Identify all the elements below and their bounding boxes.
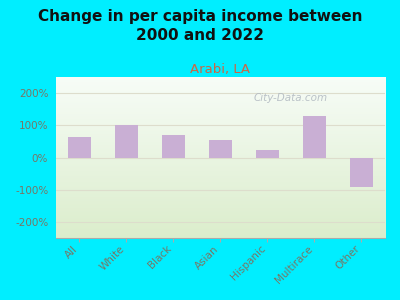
Bar <box>303 116 326 158</box>
Bar <box>162 135 185 158</box>
Title: Arabi, LA: Arabi, LA <box>190 63 250 76</box>
Bar <box>350 158 373 187</box>
Bar <box>68 137 91 158</box>
Bar <box>256 150 279 158</box>
Text: Change in per capita income between
2000 and 2022: Change in per capita income between 2000… <box>38 9 362 43</box>
Text: City-Data.com: City-Data.com <box>253 93 328 103</box>
Bar <box>115 125 138 158</box>
Bar <box>209 140 232 158</box>
